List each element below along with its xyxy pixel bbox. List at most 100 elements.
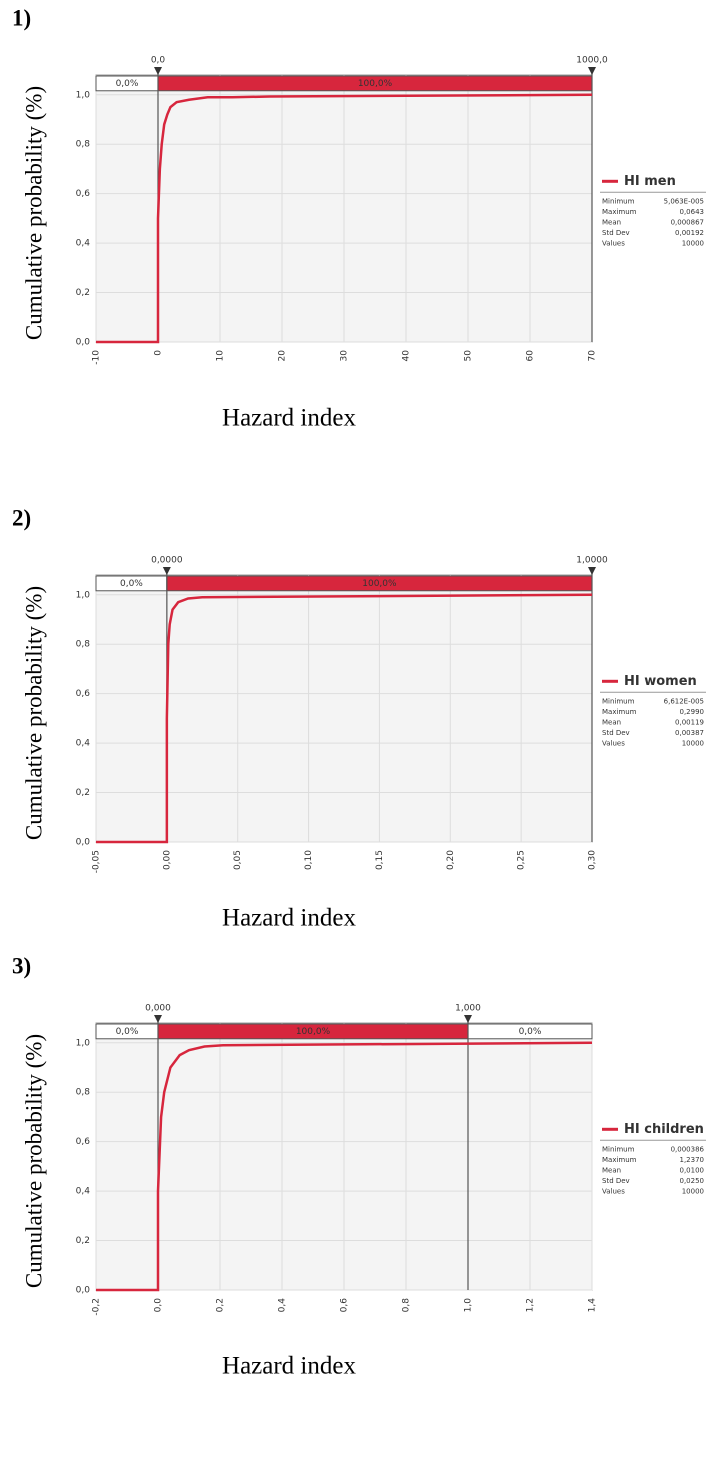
stat-name: Mean bbox=[602, 718, 621, 726]
y-tick-label: 0,0 bbox=[76, 338, 91, 348]
stat-value: 1,2370 bbox=[680, 1156, 705, 1164]
x-tick-label: 0,15 bbox=[375, 850, 385, 870]
x-tick-label: 0 bbox=[154, 350, 164, 356]
stat-value: 0,00387 bbox=[675, 729, 704, 737]
y-tick-label: 0,2 bbox=[76, 788, 90, 798]
y-tick-label: 0,0 bbox=[76, 1286, 91, 1296]
x-tick-label: 10 bbox=[216, 350, 226, 362]
stat-name: Mean bbox=[602, 218, 621, 226]
delimiter-label: 1,0000 bbox=[576, 556, 608, 566]
band-label: 100,0% bbox=[296, 1027, 331, 1037]
y-axis-label: Cumulative probability (%) bbox=[21, 86, 46, 340]
x-tick-label: 0,0 bbox=[154, 1298, 164, 1313]
x-axis-label: Hazard index bbox=[222, 1353, 356, 1380]
stat-name: Std Dev bbox=[602, 729, 630, 737]
x-tick-label: -10 bbox=[92, 350, 102, 365]
stat-value: 10000 bbox=[682, 739, 704, 747]
band-label: 100,0% bbox=[362, 579, 397, 589]
stat-name: Std Dev bbox=[602, 1177, 630, 1185]
x-tick-label: 30 bbox=[340, 350, 350, 362]
y-tick-label: 0,4 bbox=[76, 1187, 91, 1197]
stat-name: Minimum bbox=[602, 1145, 635, 1153]
y-tick-label: 1,0 bbox=[76, 90, 91, 100]
stat-name: Maximum bbox=[602, 208, 637, 216]
legend-label: HI women bbox=[624, 674, 697, 689]
delimiter-marker bbox=[162, 567, 171, 575]
stat-value: 0,000386 bbox=[671, 1145, 705, 1153]
x-axis-label: Hazard index bbox=[222, 405, 356, 432]
legend-label: HI men bbox=[624, 174, 676, 189]
cdf-line bbox=[96, 593, 593, 844]
stat-name: Values bbox=[602, 1187, 625, 1195]
stat-value: 10000 bbox=[682, 1187, 704, 1195]
stat-name: Std Dev bbox=[602, 229, 630, 237]
x-tick-label: 0,20 bbox=[446, 850, 456, 870]
stat-name: Values bbox=[602, 739, 625, 747]
x-tick-label: 0,6 bbox=[340, 1298, 350, 1313]
delimiter-label: 1,000 bbox=[455, 1004, 481, 1014]
x-tick-label: 0,8 bbox=[402, 1298, 412, 1313]
delimiter-marker bbox=[154, 67, 162, 75]
stat-value: 0,0643 bbox=[680, 208, 705, 216]
y-tick-label: 0,6 bbox=[76, 189, 91, 199]
delimiter-label: 1000,0 bbox=[576, 56, 608, 66]
y-tick-label: 0,0 bbox=[76, 838, 91, 848]
y-tick-label: 0,6 bbox=[76, 1137, 91, 1147]
x-tick-label: 70 bbox=[588, 350, 598, 362]
stat-value: 10000 bbox=[682, 239, 704, 247]
stat-value: 6,612E-005 bbox=[664, 697, 704, 705]
x-tick-label: 0,00 bbox=[162, 850, 172, 870]
x-tick-label: 0,10 bbox=[304, 850, 314, 870]
y-tick-label: 0,4 bbox=[76, 739, 91, 749]
y-tick-label: 0,8 bbox=[76, 640, 91, 650]
stat-value: 0,2990 bbox=[680, 708, 705, 716]
plot-area bbox=[95, 574, 593, 843]
x-tick-label: 1,0 bbox=[464, 1298, 474, 1313]
stat-value: 0,00119 bbox=[675, 718, 704, 726]
legend-label: HI children bbox=[624, 1122, 704, 1137]
y-tick-label: 1,0 bbox=[76, 1038, 91, 1048]
x-tick-label: 20 bbox=[278, 350, 288, 362]
delimiter-label: 0,0000 bbox=[151, 556, 183, 566]
band-label: 0,0% bbox=[116, 79, 139, 89]
x-tick-label: 60 bbox=[526, 350, 536, 362]
y-tick-label: 0,8 bbox=[76, 140, 91, 150]
delimiter-marker bbox=[154, 1015, 162, 1023]
stat-name: Maximum bbox=[602, 708, 637, 716]
y-tick-label: 0,8 bbox=[76, 1088, 91, 1098]
x-tick-label: 0,4 bbox=[278, 1298, 288, 1313]
delimiter-label: 0,0 bbox=[151, 56, 166, 66]
stat-value: 0,00192 bbox=[675, 229, 704, 237]
stat-name: Minimum bbox=[602, 697, 635, 705]
band-label: 0,0% bbox=[116, 1027, 139, 1037]
panel-label: 3) bbox=[12, 953, 31, 978]
panel-label: 1) bbox=[12, 5, 31, 30]
stat-name: Mean bbox=[602, 1166, 621, 1174]
y-axis-label: Cumulative probability (%) bbox=[21, 1034, 46, 1288]
stat-name: Minimum bbox=[602, 197, 635, 205]
y-tick-label: 0,6 bbox=[76, 689, 91, 699]
cdf-line bbox=[96, 93, 593, 344]
stat-value: 0,000867 bbox=[671, 218, 704, 226]
stat-name: Maximum bbox=[602, 1156, 637, 1164]
x-tick-label: 1,4 bbox=[588, 1298, 598, 1313]
x-axis-label: Hazard index bbox=[222, 905, 356, 932]
y-axis-label: Cumulative probability (%) bbox=[21, 586, 46, 840]
stat-value: 0,0250 bbox=[680, 1177, 705, 1185]
x-tick-label: 40 bbox=[402, 350, 412, 362]
x-tick-label: 0,30 bbox=[588, 850, 598, 870]
chart: 0,00,20,40,60,81,0-0,2 0,0 0,2 0,4 0,6 0,8 1,0… bbox=[12, 953, 706, 1380]
chart: 0,0 0,2 0,4 0,6 0,8 1,0 -10 0 10 20 30 40 50 60 70 0,0%… bbox=[12, 5, 706, 432]
delimiter-marker bbox=[588, 567, 596, 575]
x-tick-label: 1,2 bbox=[526, 1298, 536, 1312]
x-tick-label: 0,2 bbox=[216, 1298, 226, 1312]
x-tick-label: 50 bbox=[464, 350, 474, 362]
band-label: 0,0% bbox=[120, 579, 143, 589]
x-tick-label: -0,2 bbox=[92, 1298, 102, 1316]
delimiter-label: 0,000 bbox=[145, 1004, 171, 1014]
chart: 0,0 0,2 0,4 0,6 0,8 1,0 -0,05 0,00 0,05 0,10 0,15 0… bbox=[12, 505, 706, 932]
y-tick-label: 0,2 bbox=[76, 1236, 90, 1246]
x-tick-label: 0,25 bbox=[517, 850, 527, 870]
band-label: 0,0% bbox=[519, 1027, 542, 1037]
